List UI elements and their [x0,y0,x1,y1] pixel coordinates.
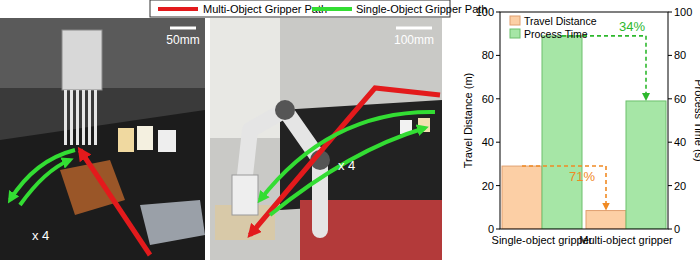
bar [586,211,626,229]
path-legend: Multi-Object Gripper Path Single-Object G… [150,0,487,17]
legend-swatch [510,29,520,38]
legend-label: Process Time [524,28,588,40]
tick [496,142,500,143]
tick [496,98,500,99]
tick [496,229,500,230]
gripper-finger [70,90,73,145]
legend: Travel DistanceProcess Time [510,15,597,40]
tick [668,229,672,230]
scale-bar-label: 100mm [394,33,434,47]
tick-label: 0 [674,223,680,235]
annotation-arrow [562,36,646,99]
gripper-finger [76,90,79,145]
legend-label: Travel Distance [524,15,597,27]
gripper-body [232,175,258,215]
tick [668,142,672,143]
object [137,126,153,150]
scale-bar [170,27,196,30]
annotation: 34% [619,19,645,34]
tick [668,55,672,56]
axis-label: Travel Distance (m) [462,73,474,169]
tick [496,55,500,56]
bar-chart: 020406080100020406080100Travel Distance … [462,6,700,246]
gripper-body [62,30,102,90]
legend-label: Single-Object Gripper Path [356,3,487,15]
photo-background [210,18,442,260]
scale-bar [396,27,432,30]
photo-background [0,18,205,260]
tick [668,98,672,99]
plot-frame [500,12,668,229]
gripper-finger [88,90,91,145]
scale-bar-label: 50mm [166,33,199,47]
gripper-finger [82,90,85,145]
tick-label: 60 [674,93,686,105]
annotation-arrow [522,166,606,208]
multi-path-arrow [250,88,440,235]
gripper-finger [64,90,67,145]
single-path-arrow [260,112,435,200]
tick-label: 80 [674,49,686,61]
tick [496,12,500,13]
bar [626,101,666,229]
legend-label: Multi-Object Gripper Path [203,3,327,15]
photo-left: x 4 50mm [0,18,205,260]
category-label: Multi-object gripper [579,234,673,246]
single-path-arrow [20,160,70,205]
photo-middle: x 4 100mm [210,18,442,260]
tick-label: 100 [674,6,692,18]
object [140,200,205,245]
annotation: 71% [569,169,595,184]
legend-swatch [158,7,198,11]
table-cloth [0,110,205,260]
tick [668,185,672,186]
figure: x 4 50mm x 4 100mm Multi-Object Gripper Path… [0,0,700,260]
bar [542,36,582,229]
tick [668,12,672,13]
tick-label: 60 [482,93,494,105]
single-path-arrow [10,150,75,200]
single-path-arrow [270,128,425,215]
repeat-label: x 4 [32,228,49,243]
axis-label: Process Time (s) [693,79,700,162]
tick-label: 40 [674,136,686,148]
legend-swatch [312,7,352,11]
tick-label: 100 [476,6,494,18]
object [118,128,134,152]
object [158,130,176,152]
gripper-finger [94,90,97,145]
bar [502,166,542,229]
tick-label: 40 [482,136,494,148]
legend-swatch [510,16,520,25]
tick-label: 20 [674,180,686,192]
tick-label: 80 [482,49,494,61]
category-label: Single-object gripper [492,234,593,246]
multi-path-arrow [80,150,150,255]
bars [502,36,666,229]
tick [496,185,500,186]
robot-joint [275,100,295,120]
repeat-label: x 4 [338,158,355,173]
tick-label: 20 [482,180,494,192]
